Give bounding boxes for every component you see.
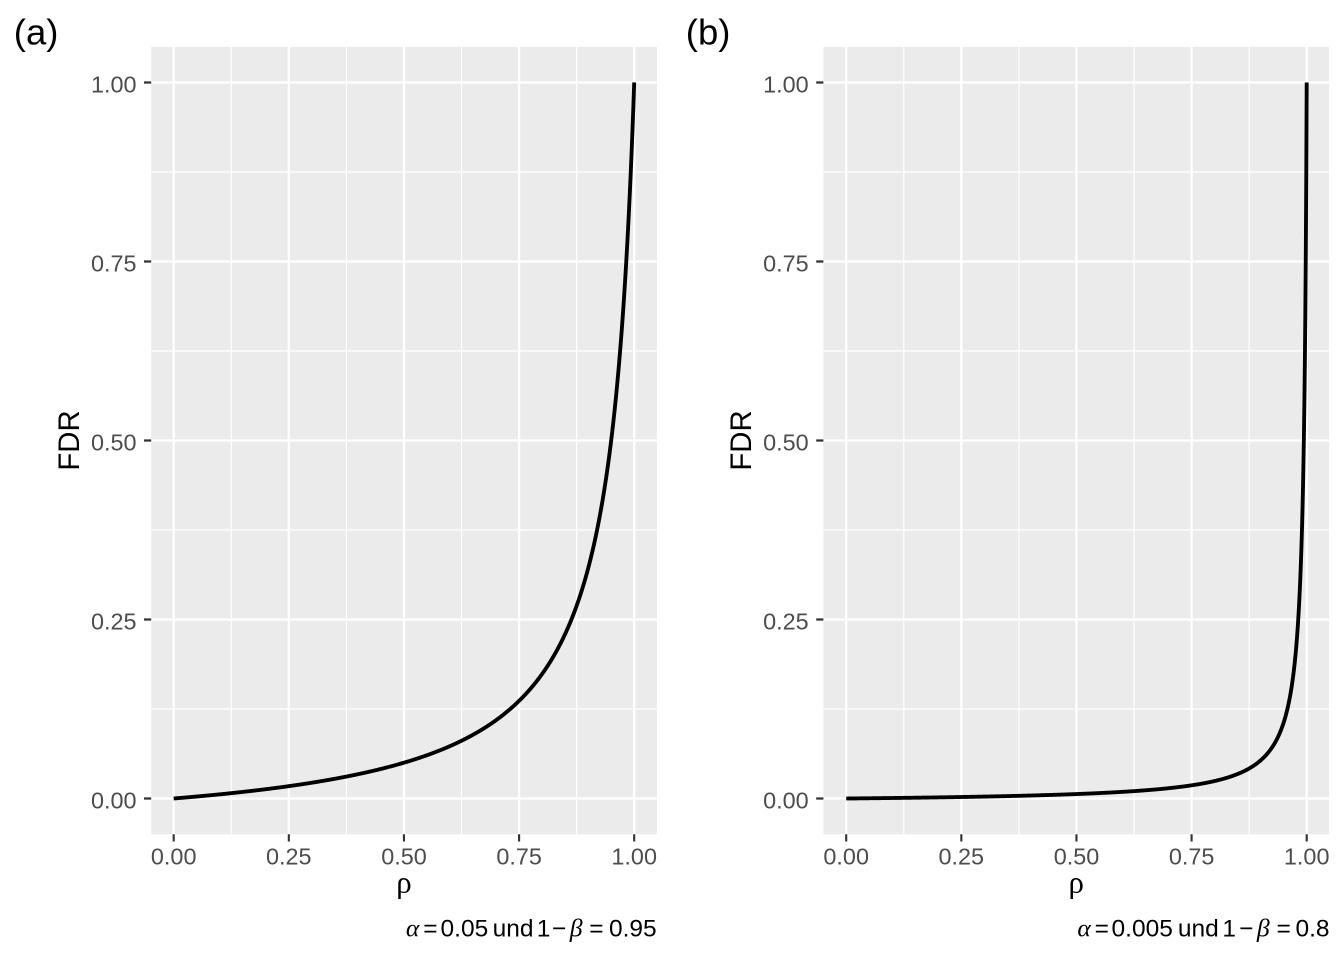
svg-text:0.75: 0.75 xyxy=(763,251,809,277)
svg-text:0.25: 0.25 xyxy=(763,609,809,635)
svg-text:1: 1 xyxy=(1222,915,1236,942)
svg-text:β: β xyxy=(1256,913,1270,942)
svg-text:0.005: 0.005 xyxy=(1112,915,1173,942)
svg-text:(b): (b) xyxy=(686,11,731,52)
svg-text:0.50: 0.50 xyxy=(763,430,809,456)
svg-text:0.00: 0.00 xyxy=(823,844,869,870)
svg-text:1: 1 xyxy=(537,915,551,942)
svg-text:=: = xyxy=(423,915,437,942)
svg-text:0.8: 0.8 xyxy=(1295,915,1329,942)
svg-text:0.25: 0.25 xyxy=(91,609,137,635)
svg-text:0.50: 0.50 xyxy=(381,844,427,870)
svg-text:0.75: 0.75 xyxy=(1169,844,1215,870)
svg-text:0.95: 0.95 xyxy=(609,915,657,942)
svg-text:α: α xyxy=(1077,913,1091,942)
svg-text:1.00: 1.00 xyxy=(763,72,809,98)
svg-text:0.25: 0.25 xyxy=(939,844,985,870)
svg-text:β: β xyxy=(569,913,583,942)
svg-text:0.00: 0.00 xyxy=(763,788,809,814)
svg-text:FDR: FDR xyxy=(725,410,758,470)
svg-text:=: = xyxy=(589,915,603,942)
svg-text:0.25: 0.25 xyxy=(266,844,312,870)
svg-text:ρ: ρ xyxy=(1068,864,1083,899)
svg-text:1.00: 1.00 xyxy=(91,72,137,98)
svg-text:=: = xyxy=(1276,915,1290,942)
svg-text:0.75: 0.75 xyxy=(91,251,137,277)
svg-text:und: und xyxy=(1178,915,1219,942)
svg-text:0.00: 0.00 xyxy=(91,788,137,814)
svg-text:1.00: 1.00 xyxy=(611,844,657,870)
svg-text:0.05: 0.05 xyxy=(441,915,489,942)
svg-text:0.00: 0.00 xyxy=(151,844,197,870)
svg-text:α: α xyxy=(406,913,420,942)
svg-text:−: − xyxy=(552,915,566,942)
svg-text:=: = xyxy=(1095,915,1109,942)
svg-text:0.50: 0.50 xyxy=(91,430,137,456)
svg-text:ρ: ρ xyxy=(396,864,411,899)
svg-text:und: und xyxy=(493,915,534,942)
svg-text:−: − xyxy=(1239,915,1253,942)
svg-text:1.00: 1.00 xyxy=(1284,844,1330,870)
svg-text:0.50: 0.50 xyxy=(1054,844,1100,870)
svg-text:0.75: 0.75 xyxy=(496,844,542,870)
svg-text:(a): (a) xyxy=(14,11,59,52)
svg-text:FDR: FDR xyxy=(53,410,86,470)
